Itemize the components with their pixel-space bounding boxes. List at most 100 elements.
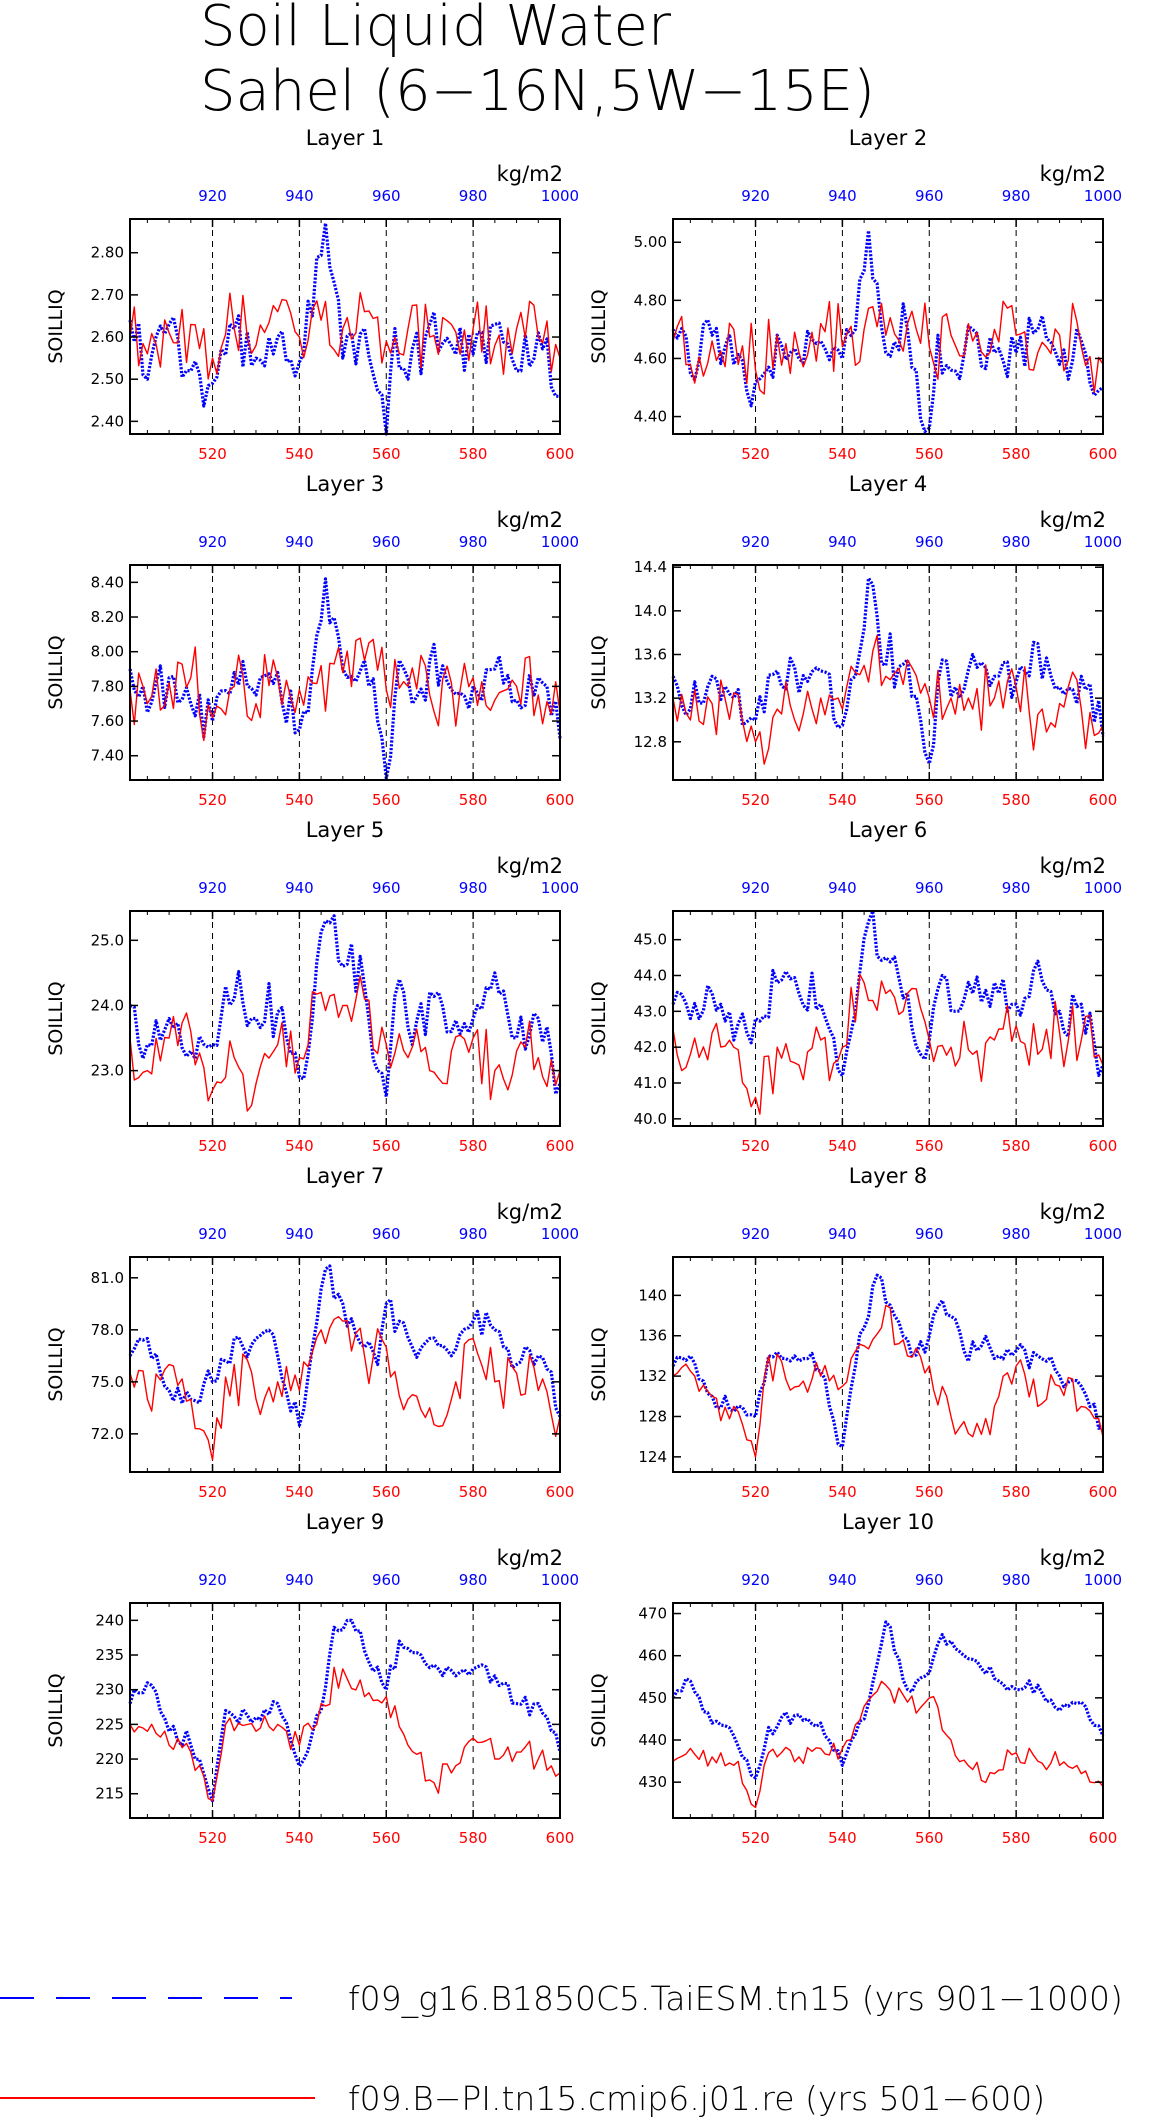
bottom-tick-label: 600 [546, 791, 575, 809]
bottom-tick-label: 600 [546, 1483, 575, 1501]
bottom-tick-label: 580 [1002, 445, 1031, 463]
bottom-tick-label: 600 [546, 445, 575, 463]
y-tick-label: 7.40 [91, 747, 124, 765]
top-tick-label: 920 [741, 533, 770, 551]
top-tick-label: 960 [915, 187, 944, 205]
y-tick-label: 41.0 [634, 1074, 667, 1092]
panel-4: Layer 4 kg/m2 520 540 560 580 600 920 940 960 980 1… [588, 472, 1122, 809]
panel-title: Layer 7 [306, 1164, 385, 1188]
top-tick-label: 920 [198, 1571, 227, 1589]
bottom-tick-label: 560 [372, 791, 401, 809]
bottom-tick-label: 520 [198, 1829, 227, 1847]
panel-10: Layer 10 kg/m2 520 540 560 580 600 920 940 960 980… [588, 1510, 1122, 1847]
top-tick-label: 980 [459, 187, 488, 205]
units-label: kg/m2 [1040, 162, 1106, 186]
bottom-tick-label: 560 [915, 1829, 944, 1847]
bottom-tick-label: 560 [372, 445, 401, 463]
panel-9: Layer 9 kg/m2 520 540 560 580 600 920 940 960 980 1… [45, 1510, 579, 1847]
bottom-tick-label: 540 [828, 1483, 857, 1501]
plot-frame [672, 1256, 1104, 1473]
bottom-tick-label: 540 [828, 791, 857, 809]
top-tick-label: 940 [285, 1571, 314, 1589]
top-tick-label: 980 [1002, 1225, 1031, 1243]
plot-frame [129, 910, 561, 1127]
y-tick-label: 430 [638, 1773, 667, 1791]
bottom-tick-label: 580 [1002, 1829, 1031, 1847]
panel-title: Layer 1 [306, 126, 385, 150]
series-line-red [672, 973, 1104, 1115]
top-tick-label: 940 [285, 533, 314, 551]
series-line-blue [128, 221, 561, 436]
series-line-red [129, 1316, 561, 1461]
bottom-tick-label: 520 [741, 1829, 770, 1847]
figure-title-line2: Sahel (6−16N,5W−15E) [200, 59, 875, 124]
panel-title: Layer 4 [849, 472, 928, 496]
y-tick-label: 2.80 [91, 244, 124, 262]
top-tick-label: 1000 [541, 879, 579, 897]
top-tick-label: 960 [372, 187, 401, 205]
top-tick-label: 980 [1002, 187, 1031, 205]
series-line-red [129, 1666, 561, 1802]
top-tick-label: 1000 [541, 1225, 579, 1243]
top-tick-label: 960 [372, 1571, 401, 1589]
top-tick-label: 960 [372, 879, 401, 897]
y-tick-label: 72.0 [91, 1425, 124, 1443]
y-tick-label: 7.80 [91, 677, 124, 695]
top-tick-label: 940 [828, 1571, 857, 1589]
units-label: kg/m2 [497, 162, 563, 186]
top-tick-label: 940 [285, 879, 314, 897]
top-tick-label: 920 [741, 1225, 770, 1243]
panel-6: Layer 6 kg/m2 520 540 560 580 600 920 940 960 980 1… [588, 818, 1122, 1155]
y-tick-label: 450 [638, 1689, 667, 1707]
top-tick-label: 1000 [541, 533, 579, 551]
units-label: kg/m2 [497, 854, 563, 878]
series-line-blue [128, 1264, 562, 1427]
top-tick-label: 1000 [1084, 533, 1122, 551]
units-label: kg/m2 [497, 508, 563, 532]
panel-title: Layer 8 [849, 1164, 928, 1188]
bottom-tick-label: 540 [285, 445, 314, 463]
bottom-tick-label: 540 [285, 791, 314, 809]
bottom-tick-label: 600 [1089, 445, 1118, 463]
y-tick-label: 2.50 [91, 370, 124, 388]
bottom-tick-label: 520 [741, 1137, 770, 1155]
top-tick-label: 940 [828, 879, 857, 897]
series-line-red [672, 634, 1104, 765]
top-tick-label: 920 [198, 187, 227, 205]
plot-frame [672, 1602, 1104, 1819]
y-axis-label: SOILLIQ [588, 981, 610, 1055]
bottom-tick-label: 600 [546, 1137, 575, 1155]
top-tick-label: 980 [1002, 533, 1031, 551]
plot-frame [129, 1256, 561, 1473]
bottom-tick-label: 520 [198, 791, 227, 809]
top-tick-label: 960 [915, 533, 944, 551]
bottom-tick-label: 540 [828, 445, 857, 463]
y-tick-label: 136 [638, 1327, 667, 1345]
plot-frame [672, 218, 1104, 435]
panels: Layer 1 kg/m2 520 540 560 580 600 920 940 960 980 1… [45, 126, 1122, 1847]
plot-frame [672, 564, 1104, 781]
top-tick-label: 980 [459, 1225, 488, 1243]
bottom-tick-label: 520 [198, 1137, 227, 1155]
bottom-tick-label: 560 [372, 1137, 401, 1155]
y-tick-label: 128 [638, 1407, 667, 1425]
series-line-red [129, 637, 561, 742]
top-tick-label: 920 [198, 533, 227, 551]
y-tick-label: 24.0 [91, 996, 124, 1014]
bottom-tick-label: 520 [741, 1483, 770, 1501]
y-tick-label: 460 [638, 1647, 667, 1665]
series-line-blue [671, 909, 1105, 1078]
bottom-tick-label: 600 [1089, 1137, 1118, 1155]
series-line-blue [671, 1620, 1105, 1780]
bottom-tick-label: 560 [915, 791, 944, 809]
y-axis-label: SOILLIQ [45, 635, 67, 709]
bottom-tick-label: 600 [546, 1829, 575, 1847]
series-line-red [672, 1680, 1104, 1809]
panel-title: Layer 2 [849, 126, 928, 150]
y-tick-label: 440 [638, 1731, 667, 1749]
bottom-tick-label: 580 [459, 791, 488, 809]
y-tick-label: 81.0 [91, 1269, 124, 1287]
top-tick-label: 960 [372, 1225, 401, 1243]
top-tick-label: 1000 [1084, 1225, 1122, 1243]
plot-frame [129, 564, 561, 781]
